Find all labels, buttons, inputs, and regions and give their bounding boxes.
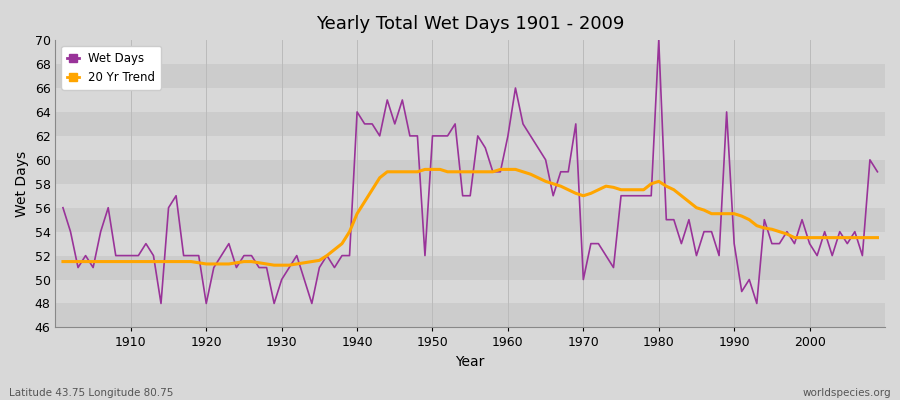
Bar	[56, 280, 885, 304]
Bar	[56, 256, 885, 280]
Wet Days	[118, 253, 129, 258]
Bar	[56, 64, 885, 88]
Bar	[56, 136, 885, 160]
Bar	[56, 208, 885, 232]
Bar	[56, 232, 885, 256]
20 Yr Trend	[337, 241, 347, 246]
Wet Days	[502, 134, 513, 138]
Text: worldspecies.org: worldspecies.org	[803, 388, 891, 398]
20 Yr Trend	[608, 185, 619, 190]
Wet Days	[58, 205, 68, 210]
20 Yr Trend	[872, 235, 883, 240]
Wet Days	[337, 253, 347, 258]
Bar	[56, 304, 885, 328]
Bar	[56, 112, 885, 136]
Wet Days	[600, 253, 611, 258]
20 Yr Trend	[292, 262, 302, 266]
Title: Yearly Total Wet Days 1901 - 2009: Yearly Total Wet Days 1901 - 2009	[316, 15, 625, 33]
20 Yr Trend	[58, 259, 68, 264]
X-axis label: Year: Year	[455, 355, 485, 369]
Bar	[56, 160, 885, 184]
Line: Wet Days: Wet Days	[63, 40, 878, 304]
Line: 20 Yr Trend: 20 Yr Trend	[63, 169, 878, 265]
Wet Days	[653, 38, 664, 42]
20 Yr Trend	[518, 169, 528, 174]
20 Yr Trend	[269, 263, 280, 268]
20 Yr Trend	[419, 167, 430, 172]
Y-axis label: Wet Days: Wet Days	[15, 151, 29, 217]
Wet Days	[510, 86, 521, 90]
Bar	[56, 40, 885, 64]
20 Yr Trend	[510, 167, 521, 172]
Wet Days	[292, 253, 302, 258]
Bar	[56, 184, 885, 208]
Wet Days	[872, 169, 883, 174]
Wet Days	[156, 301, 166, 306]
Text: Latitude 43.75 Longitude 80.75: Latitude 43.75 Longitude 80.75	[9, 388, 174, 398]
Bar	[56, 88, 885, 112]
20 Yr Trend	[118, 259, 129, 264]
Legend: Wet Days, 20 Yr Trend: Wet Days, 20 Yr Trend	[61, 46, 161, 90]
